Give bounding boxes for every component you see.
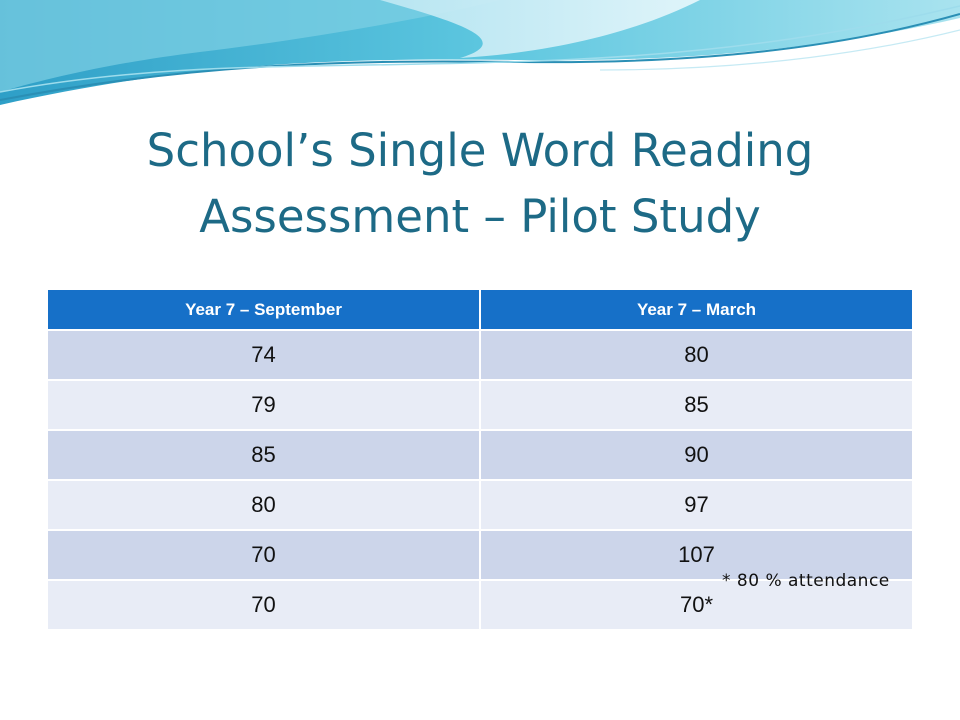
table-row: 85 90	[48, 429, 912, 480]
column-header-september: Year 7 – September	[48, 290, 481, 330]
table-cell: 85	[480, 379, 912, 430]
table-cell: 80	[48, 479, 481, 530]
page-title: School’s Single Word Reading Assessment …	[0, 118, 960, 250]
table-row: 74 80	[48, 329, 912, 380]
table-cell: 90	[480, 429, 912, 480]
table-cell: 97	[480, 479, 912, 530]
table-row: 79 85	[48, 379, 912, 430]
results-table: Year 7 – September Year 7 – March 74 80 …	[48, 290, 912, 629]
table-cell: 107	[480, 529, 912, 580]
title-line-2: Assessment – Pilot Study	[199, 190, 761, 243]
table-cell: 79	[48, 379, 481, 430]
table-row: 80 97	[48, 479, 912, 530]
table-header-row: Year 7 – September Year 7 – March	[48, 290, 912, 330]
table-cell: 70	[48, 579, 481, 629]
table-cell: 80	[480, 329, 912, 380]
table-cell: 85	[48, 429, 481, 480]
table-row: 70 70*	[48, 579, 912, 629]
table-cell: 70*	[480, 579, 912, 629]
table-cell: 70	[48, 529, 481, 580]
title-line-1: School’s Single Word Reading	[146, 124, 814, 177]
table-cell: 74	[48, 329, 481, 380]
attendance-footnote: * 80 % attendance	[722, 571, 890, 591]
decorative-wave-banner	[0, 0, 960, 105]
column-header-march: Year 7 – March	[480, 290, 912, 330]
table-row: 70 107	[48, 529, 912, 580]
